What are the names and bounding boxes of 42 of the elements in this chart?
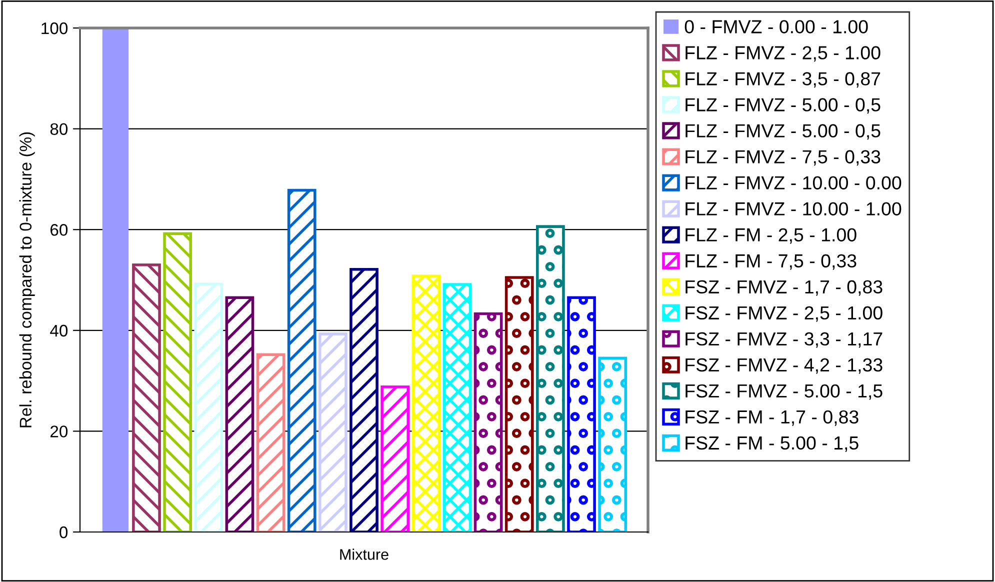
bar xyxy=(132,263,161,532)
legend-label: FLZ - FMVZ - 10.00 - 1.00 xyxy=(686,202,902,216)
y-tick-label: 40 xyxy=(50,324,68,337)
y-tick-label: 80 xyxy=(50,123,68,136)
bar xyxy=(194,282,224,532)
bar xyxy=(350,268,378,532)
y-tick-label: 60 xyxy=(50,224,68,236)
legend-label: FLZ - FMVZ - 10.00 - 0.00 xyxy=(686,176,902,190)
y-tick-label: 20 xyxy=(50,426,68,438)
y-tick-label: 0 xyxy=(60,526,68,538)
bar xyxy=(442,283,472,532)
bar xyxy=(225,296,254,532)
bar xyxy=(474,312,503,532)
bar xyxy=(318,332,348,532)
legend-label: 0 - FMVZ - 0.00 - 1.00 xyxy=(684,20,868,34)
legend-label: FSZ - FMVZ - 1,7 - 0,83 xyxy=(686,280,882,296)
legend-label: FSZ - FM - 5.00 - 1,5 xyxy=(686,436,858,452)
y-axis-title: Rel. rebound compared to 0-mixture (%) xyxy=(19,132,35,428)
legend-label: FLZ - FMVZ - 3,5 - 0,87 xyxy=(686,72,880,88)
legend-label: FSZ - FMVZ - 5.00 - 1,5 xyxy=(686,384,882,400)
bar xyxy=(567,296,596,532)
legend-label: FSZ - FMVZ - 4,2 - 1,33 xyxy=(686,358,882,374)
legend-label: FSZ - FM - 1,7 - 0,83 xyxy=(686,410,858,426)
legend-label: FLZ - FMVZ - 7,5 - 0,33 xyxy=(686,150,880,166)
bar xyxy=(380,385,410,532)
legend-label: FLZ - FM - 7,5 - 0,33 xyxy=(686,254,856,270)
bar xyxy=(504,276,534,532)
x-tick-label: Mixture xyxy=(340,548,388,560)
bar xyxy=(287,188,316,532)
legend-label: FSZ - FMVZ - 3,3 - 1,17 xyxy=(686,332,882,348)
legend-label: FLZ - FMVZ - 5.00 - 0,5 xyxy=(686,124,880,140)
legend-label: FLZ - FMVZ - 2,5 - 1.00 xyxy=(686,46,880,62)
legend-label: FLZ - FM - 2,5 - 1.00 xyxy=(686,228,856,244)
bar xyxy=(163,232,192,532)
bar xyxy=(412,274,441,532)
bar xyxy=(102,28,128,532)
bar xyxy=(536,225,565,532)
y-tick-label: 100 xyxy=(42,22,68,34)
bar xyxy=(598,356,628,532)
legend-label: FLZ - FMVZ - 5.00 - 0,5 xyxy=(686,98,880,114)
bar xyxy=(256,353,286,532)
legend-label: FSZ - FMVZ - 2,5 - 1.00 xyxy=(686,306,882,322)
